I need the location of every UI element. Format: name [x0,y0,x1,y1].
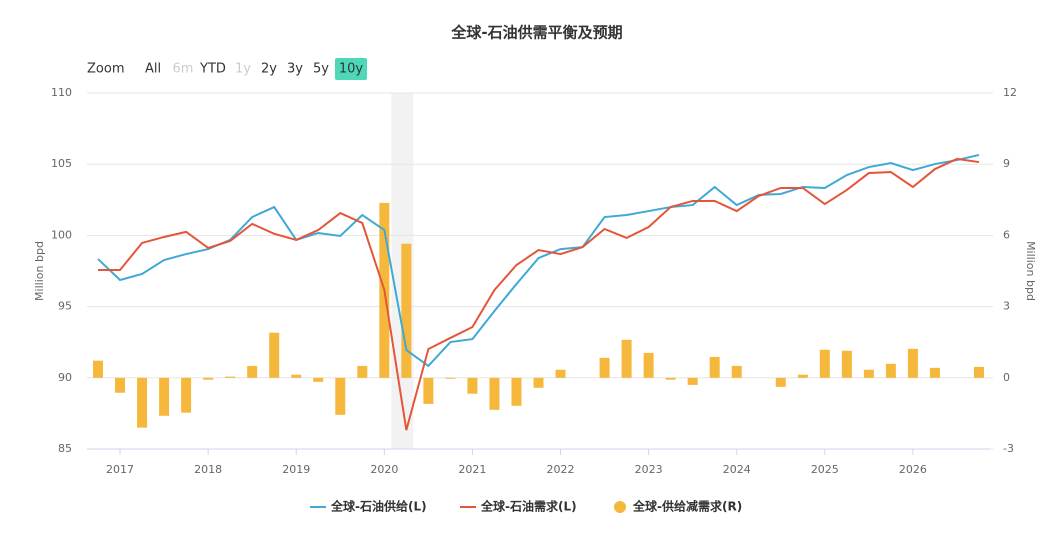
bar [555,369,566,378]
chart-title: 全球-石油供需平衡及预期 [450,24,622,42]
bar [533,377,544,388]
bar [159,377,170,416]
x-tick-label: 2023 [635,463,663,476]
range-button[interactable]: 2y [261,62,277,77]
legend-label: 全球-石油需求(L) [480,499,577,514]
line [98,157,980,431]
y2-tick-label: 3 [1003,300,1010,313]
range-button-label: 10y [339,62,364,77]
bar [313,377,324,382]
y2-axis-title: Million bpd [1024,241,1037,301]
y2-tick-label: 0 [1003,371,1010,384]
range-button-label: 3y [287,62,303,77]
bar [731,365,742,378]
y-tick-label: 85 [58,442,72,455]
bar [489,377,500,410]
legend-item[interactable]: 全球-石油需求(L) [460,499,577,514]
range-button-label: 5y [313,62,329,77]
range-button[interactable]: YTD [199,62,226,77]
legend-label: 全球-石油供给(L) [330,499,427,514]
range-button[interactable]: 5y [313,62,329,77]
bar [665,377,676,380]
bar [643,352,654,378]
x-tick-label: 2024 [723,463,751,476]
range-button-label: 6m [173,62,194,77]
bar [203,377,214,380]
y2-tick-label: -3 [1003,442,1014,455]
x-tick-label: 2025 [811,463,839,476]
x-tick-label: 2026 [899,463,927,476]
x-tick-label: 2017 [106,463,134,476]
legend-swatch [614,501,626,513]
line [97,153,980,368]
bar [357,365,368,378]
range-button[interactable]: 3y [287,62,303,77]
range-button-label: 1y [235,62,251,77]
bar [247,365,258,378]
bar [181,377,192,413]
bar [291,374,302,378]
range-button-bg [335,58,367,80]
y-tick-label: 95 [58,300,72,313]
y-tick-label: 110 [51,86,72,99]
bar [93,360,104,378]
bar [225,376,236,378]
range-button-label: 2y [261,62,277,77]
bar [445,377,456,379]
bar [841,350,852,378]
legend-item[interactable]: 全球-石油供给(L) [310,499,427,514]
bar [709,356,720,378]
x-tick-label: 2019 [282,463,310,476]
range-button: 1y [235,62,251,77]
bar [621,339,632,378]
bar [115,377,126,393]
zoom-label: Zoom [87,62,124,77]
bar [423,377,434,404]
y2-tick-label: 6 [1003,228,1010,241]
bar [863,369,874,378]
y-axis-title: Million bpd [33,241,46,301]
bar [687,377,698,385]
range-button[interactable]: 10y [335,58,367,80]
bar [401,243,412,378]
bar [269,332,280,378]
y2-tick-label: 9 [1003,157,1010,170]
range-button-label: YTD [199,62,226,77]
range-button[interactable]: All [145,62,161,77]
bar [467,377,478,394]
y-tick-label: 100 [51,228,72,241]
x-tick-label: 2021 [458,463,486,476]
range-button: 6m [173,62,194,77]
legend-item[interactable]: 全球-供给减需求(R) [614,499,742,514]
legend-label: 全球-供给减需求(R) [632,499,742,514]
x-tick-label: 2018 [194,463,222,476]
bar [775,377,786,387]
y2-tick-label: 12 [1003,86,1017,99]
bar [797,374,808,378]
bar [137,377,148,428]
bar [973,366,984,378]
bar [819,349,830,378]
y-tick-label: 90 [58,371,72,384]
x-tick-label: 2022 [547,463,575,476]
bar [907,348,918,378]
range-button-label: All [145,62,161,77]
bar [929,367,940,378]
bar [335,377,346,415]
bar [885,363,896,378]
bar [599,357,610,378]
y-tick-label: 105 [51,157,72,170]
x-tick-label: 2020 [370,463,398,476]
bar [511,377,522,406]
